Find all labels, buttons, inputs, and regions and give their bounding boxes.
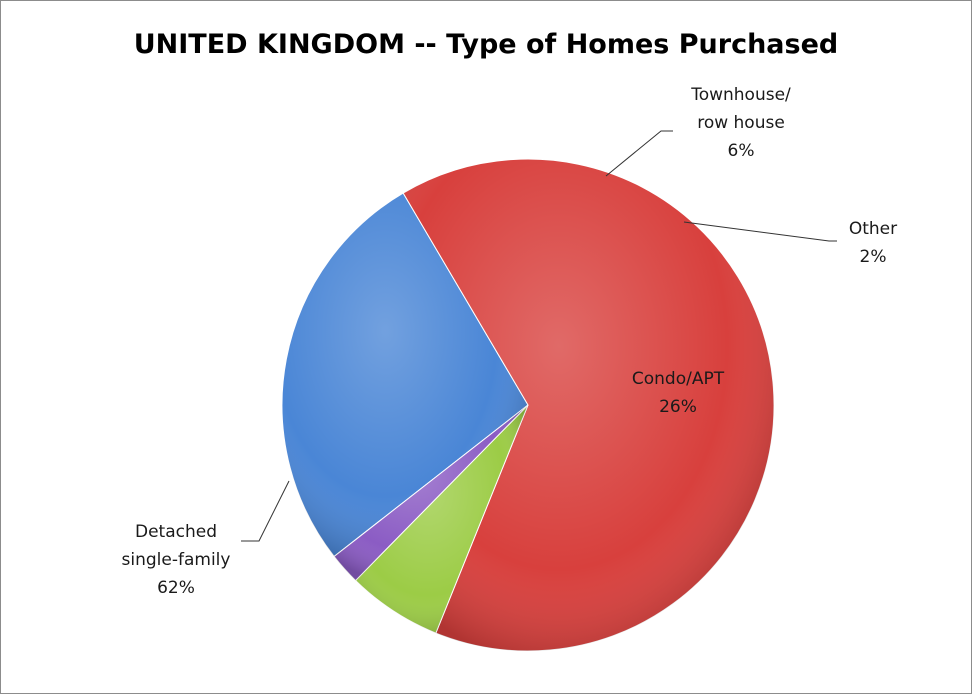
data-label-townhouse-row-house: Townhouse/row house 6% [690, 85, 791, 161]
leader-line [241, 480, 290, 542]
data-label-other: Other 2% [849, 219, 897, 267]
data-label-condo-apt: Condo/APT 26% [632, 369, 725, 417]
pie-slice-shading [334, 405, 528, 581]
pie-slice-shading [282, 193, 528, 557]
leader-line [683, 221, 837, 242]
pie-slice-shading [403, 159, 774, 651]
pie-slice-shading [355, 405, 528, 634]
chart-title: UNITED KINGDOM -- Type of Homes Purchase… [133, 29, 839, 60]
leader-line [605, 130, 673, 177]
data-label-detached-single-family: Detached single-family 62% [122, 522, 231, 598]
